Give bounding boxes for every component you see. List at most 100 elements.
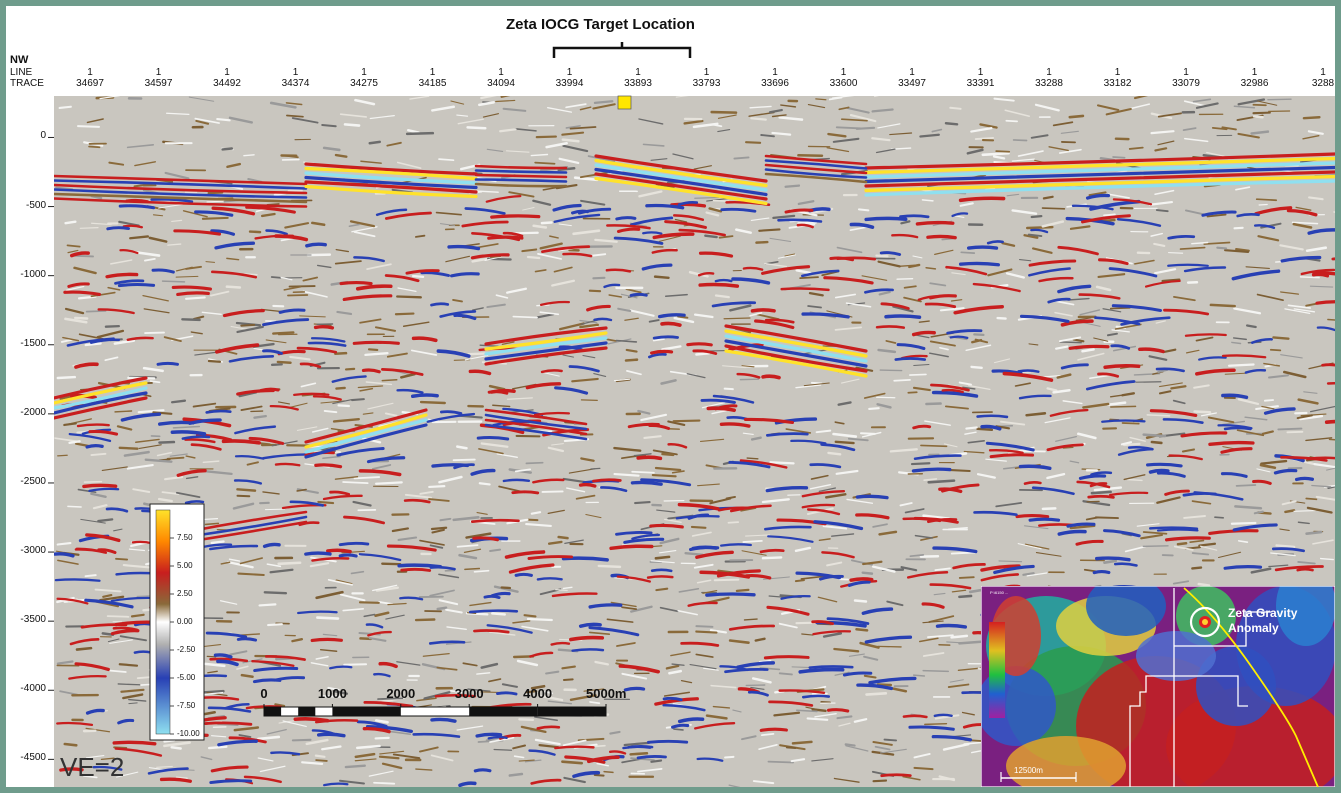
reflector-stroke <box>304 171 478 185</box>
noise-stroke <box>311 221 326 227</box>
reflector-stroke <box>616 227 641 234</box>
reflector-stroke <box>69 251 90 258</box>
noise-stroke <box>493 585 519 593</box>
y-tick-label: -3500 <box>20 614 46 626</box>
y-tick-label: -2500 <box>20 475 46 487</box>
reflector-stroke <box>355 284 393 291</box>
noise-stroke <box>316 616 340 620</box>
reflector-stroke <box>616 575 651 583</box>
noise-stroke <box>1191 241 1209 245</box>
noise-stroke <box>342 481 369 485</box>
y-tick-label: -4000 <box>20 683 46 695</box>
noise-stroke <box>1302 135 1320 140</box>
noise-stroke <box>1197 582 1211 587</box>
reflector-stroke <box>447 244 481 251</box>
noise-stroke <box>137 409 165 414</box>
y-axis-ticks <box>48 136 54 760</box>
trace-tick-label: 33600 <box>829 78 858 89</box>
reflector-stroke <box>75 547 106 554</box>
reflector-stroke <box>1164 489 1190 496</box>
noise-stroke <box>344 367 356 371</box>
noise-stroke <box>853 599 868 603</box>
noise-stroke <box>452 298 463 303</box>
noise-stroke <box>327 578 353 586</box>
noise-stroke <box>785 428 812 434</box>
noise-stroke <box>530 511 542 515</box>
reflector-stroke <box>1103 529 1141 538</box>
reflector-stroke <box>917 295 942 301</box>
noise-stroke <box>428 498 450 502</box>
reflector-stroke <box>1294 476 1315 482</box>
y-tick-label: -1500 <box>20 337 46 349</box>
reflector-stroke <box>114 279 145 285</box>
noise-stroke <box>369 114 395 120</box>
noise-stroke <box>1305 437 1333 442</box>
reflector-stroke <box>1110 344 1131 350</box>
noise-stroke <box>772 214 796 219</box>
noise-stroke <box>810 381 823 385</box>
reflector-stroke <box>662 696 683 702</box>
noise-stroke <box>710 684 737 689</box>
reflector-stroke <box>945 265 988 276</box>
reflector-stroke <box>629 216 674 227</box>
noise-stroke <box>939 307 965 312</box>
noise-stroke <box>522 206 535 211</box>
noise-stroke <box>456 725 484 731</box>
noise-stroke <box>90 492 107 498</box>
reflector-stroke <box>864 152 1335 170</box>
noise-stroke <box>227 561 254 569</box>
reflector-stroke <box>514 572 533 577</box>
noise-stroke <box>322 146 341 152</box>
reflector-stroke <box>553 213 601 223</box>
noise-stroke <box>717 129 731 133</box>
noise-stroke <box>1093 486 1123 492</box>
noise-stroke <box>1302 116 1321 120</box>
noise-stroke <box>94 588 122 593</box>
reflector-stroke <box>705 592 756 597</box>
reflector-stroke <box>649 523 684 529</box>
reflector-stroke <box>253 666 299 673</box>
reflector-stroke <box>486 624 533 634</box>
noise-stroke <box>767 760 794 764</box>
noise-stroke <box>133 250 161 257</box>
reflector-stroke <box>801 312 850 319</box>
noise-stroke <box>1109 307 1131 310</box>
noise-stroke <box>537 252 563 260</box>
noise-stroke <box>1030 134 1049 139</box>
noise-stroke <box>368 637 387 642</box>
noise-stroke <box>1183 515 1206 519</box>
noise-stroke <box>202 460 220 464</box>
reflector-stroke <box>1156 471 1186 478</box>
noise-stroke <box>967 440 985 444</box>
reflector-stroke <box>879 251 902 256</box>
noise-stroke <box>60 338 73 343</box>
noise-stroke <box>834 293 857 299</box>
noise-stroke <box>1148 201 1173 206</box>
reflector-stroke <box>63 290 102 296</box>
reflector-stroke <box>410 393 439 399</box>
noise-stroke <box>75 646 93 651</box>
reflector-stroke <box>1280 456 1328 462</box>
noise-stroke <box>928 615 955 623</box>
noise-stroke <box>650 158 668 161</box>
noise-stroke <box>90 291 116 298</box>
noise-stroke <box>1309 285 1334 288</box>
reflector-stroke <box>1138 347 1165 354</box>
noise-stroke <box>113 339 136 345</box>
noise-stroke <box>912 255 923 259</box>
noise-stroke <box>287 294 309 297</box>
noise-stroke <box>526 617 553 622</box>
reflector-stroke <box>475 732 503 738</box>
noise-stroke <box>367 402 394 410</box>
noise-stroke <box>336 310 353 316</box>
noise-stroke <box>818 538 831 542</box>
reflector-stroke <box>66 337 115 347</box>
reflector-stroke <box>823 276 874 285</box>
noise-stroke <box>1090 490 1112 495</box>
noise-stroke <box>929 352 949 358</box>
line-value: 1 <box>772 67 778 78</box>
reflector-stroke <box>847 580 871 587</box>
noise-stroke <box>1245 324 1257 329</box>
noise-stroke <box>1199 545 1218 551</box>
reflector-stroke <box>588 626 640 637</box>
